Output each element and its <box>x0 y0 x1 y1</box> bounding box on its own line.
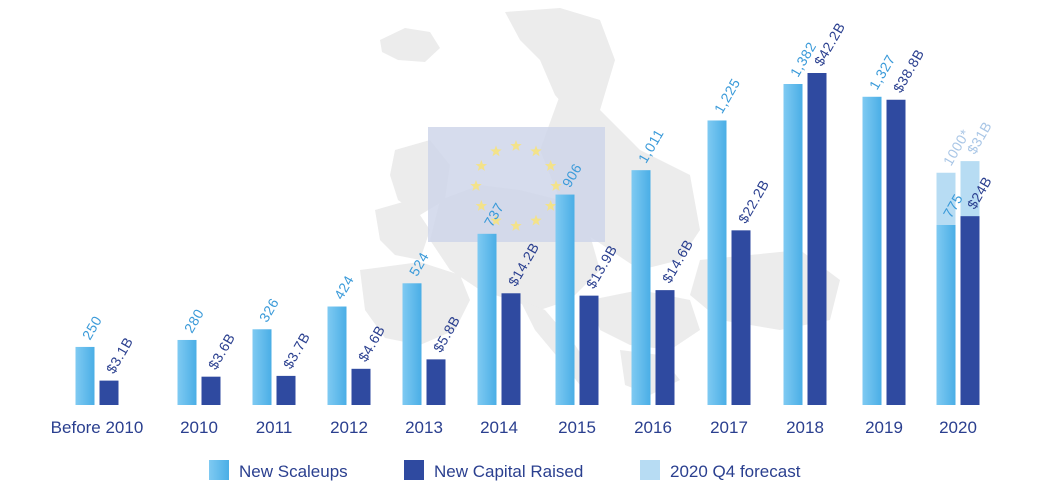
bar-capital-2018 <box>807 73 827 405</box>
tick-label-2016: 2016 <box>634 418 672 437</box>
label-scaleups-2010: 280 <box>181 306 207 336</box>
bar-scaleups-2016 <box>631 170 651 405</box>
bar-scaleups-2012 <box>327 306 347 405</box>
bar-capital-2013 <box>426 359 446 405</box>
bar-scaleups-2019 <box>862 96 882 405</box>
tick-label-2017: 2017 <box>710 418 748 437</box>
tick-label-2012: 2012 <box>330 418 368 437</box>
tick-label-2019: 2019 <box>865 418 903 437</box>
label-scaleups-2016: 1,011 <box>635 126 667 166</box>
tick-label-before-2010: Before 2010 <box>51 418 144 437</box>
label-capital-2012: $4.6B <box>355 322 388 364</box>
bar-scaleups-2014 <box>477 233 497 405</box>
legend-label-forecast: 2020 Q4 forecast <box>670 462 801 481</box>
bar-capital-2017 <box>731 230 751 405</box>
label-capital-before-2010: $3.1B <box>103 334 136 376</box>
label-scaleups-2012: 424 <box>331 272 357 302</box>
label-scaleups-before-2010: 250 <box>79 313 105 343</box>
bar-capital-2014 <box>501 293 521 405</box>
bar-capital-2019 <box>886 99 906 406</box>
bar-capital-2011 <box>276 375 296 405</box>
legend-label-scaleups: New Scaleups <box>239 462 348 481</box>
label-scaleups-2017: 1,225 <box>711 75 744 116</box>
eu-stars-icon <box>470 140 562 231</box>
bar-scaleups-2011 <box>252 329 272 405</box>
tick-label-2018: 2018 <box>786 418 824 437</box>
bar-scaleups-2018 <box>783 84 803 405</box>
bar-scaleups-2015 <box>555 194 575 405</box>
label-scaleups-2011: 326 <box>256 295 282 325</box>
bar-scaleups-2013 <box>402 283 422 405</box>
bar-capital-2012 <box>351 368 371 405</box>
legend-swatch-scaleups <box>209 460 229 480</box>
label-capital-2018: $42.2B <box>811 19 849 68</box>
x-axis-ticks: Before 2010 2010 2011 2012 2013 2014 2015 2016 2… <box>51 418 977 437</box>
bar-capital-2020 <box>960 216 980 405</box>
tick-label-2010: 2010 <box>180 418 218 437</box>
bar-capital-before-2010 <box>99 380 119 405</box>
bar-capital-2015 <box>579 295 599 405</box>
bar-capital-2016 <box>655 290 675 405</box>
legend-swatch-capital <box>404 460 424 480</box>
legend-swatch-forecast <box>640 460 660 480</box>
tick-label-2020: 2020 <box>939 418 977 437</box>
label-capital-2017: $22.2B <box>735 177 773 226</box>
eu-flag-background <box>428 127 605 242</box>
label-capital-2010: $3.6B <box>205 330 238 372</box>
legend: New Scaleups New Capital Raised 2020 Q4 fo… <box>209 460 801 481</box>
bar-scaleups-2017 <box>707 120 727 406</box>
label-capital-2019: $38.8B <box>890 46 928 95</box>
legend-label-capital: New Capital Raised <box>434 462 583 481</box>
tick-label-2014: 2014 <box>480 418 518 437</box>
bar-scaleups-2010 <box>177 339 197 405</box>
tick-label-2015: 2015 <box>558 418 596 437</box>
bars-layer <box>75 73 980 406</box>
bar-scaleups-2020 <box>936 224 956 405</box>
tick-label-2013: 2013 <box>405 418 443 437</box>
bar-capital-2010 <box>201 376 221 405</box>
bar-scaleups-before-2010 <box>75 346 95 405</box>
tick-label-2011: 2011 <box>256 418 293 437</box>
label-capital-2011: $3.7B <box>280 330 313 372</box>
